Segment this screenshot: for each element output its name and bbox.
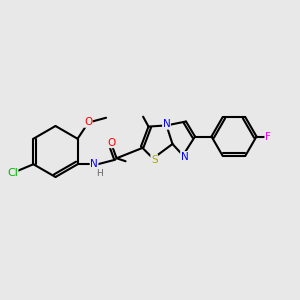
Text: S: S bbox=[151, 154, 158, 165]
Text: N: N bbox=[90, 159, 98, 169]
Text: F: F bbox=[265, 131, 271, 142]
Text: H: H bbox=[96, 169, 103, 178]
Text: N: N bbox=[163, 119, 170, 129]
Text: O: O bbox=[84, 117, 92, 127]
Text: O: O bbox=[107, 138, 115, 148]
Text: N: N bbox=[181, 152, 188, 162]
Text: Cl: Cl bbox=[7, 168, 18, 178]
